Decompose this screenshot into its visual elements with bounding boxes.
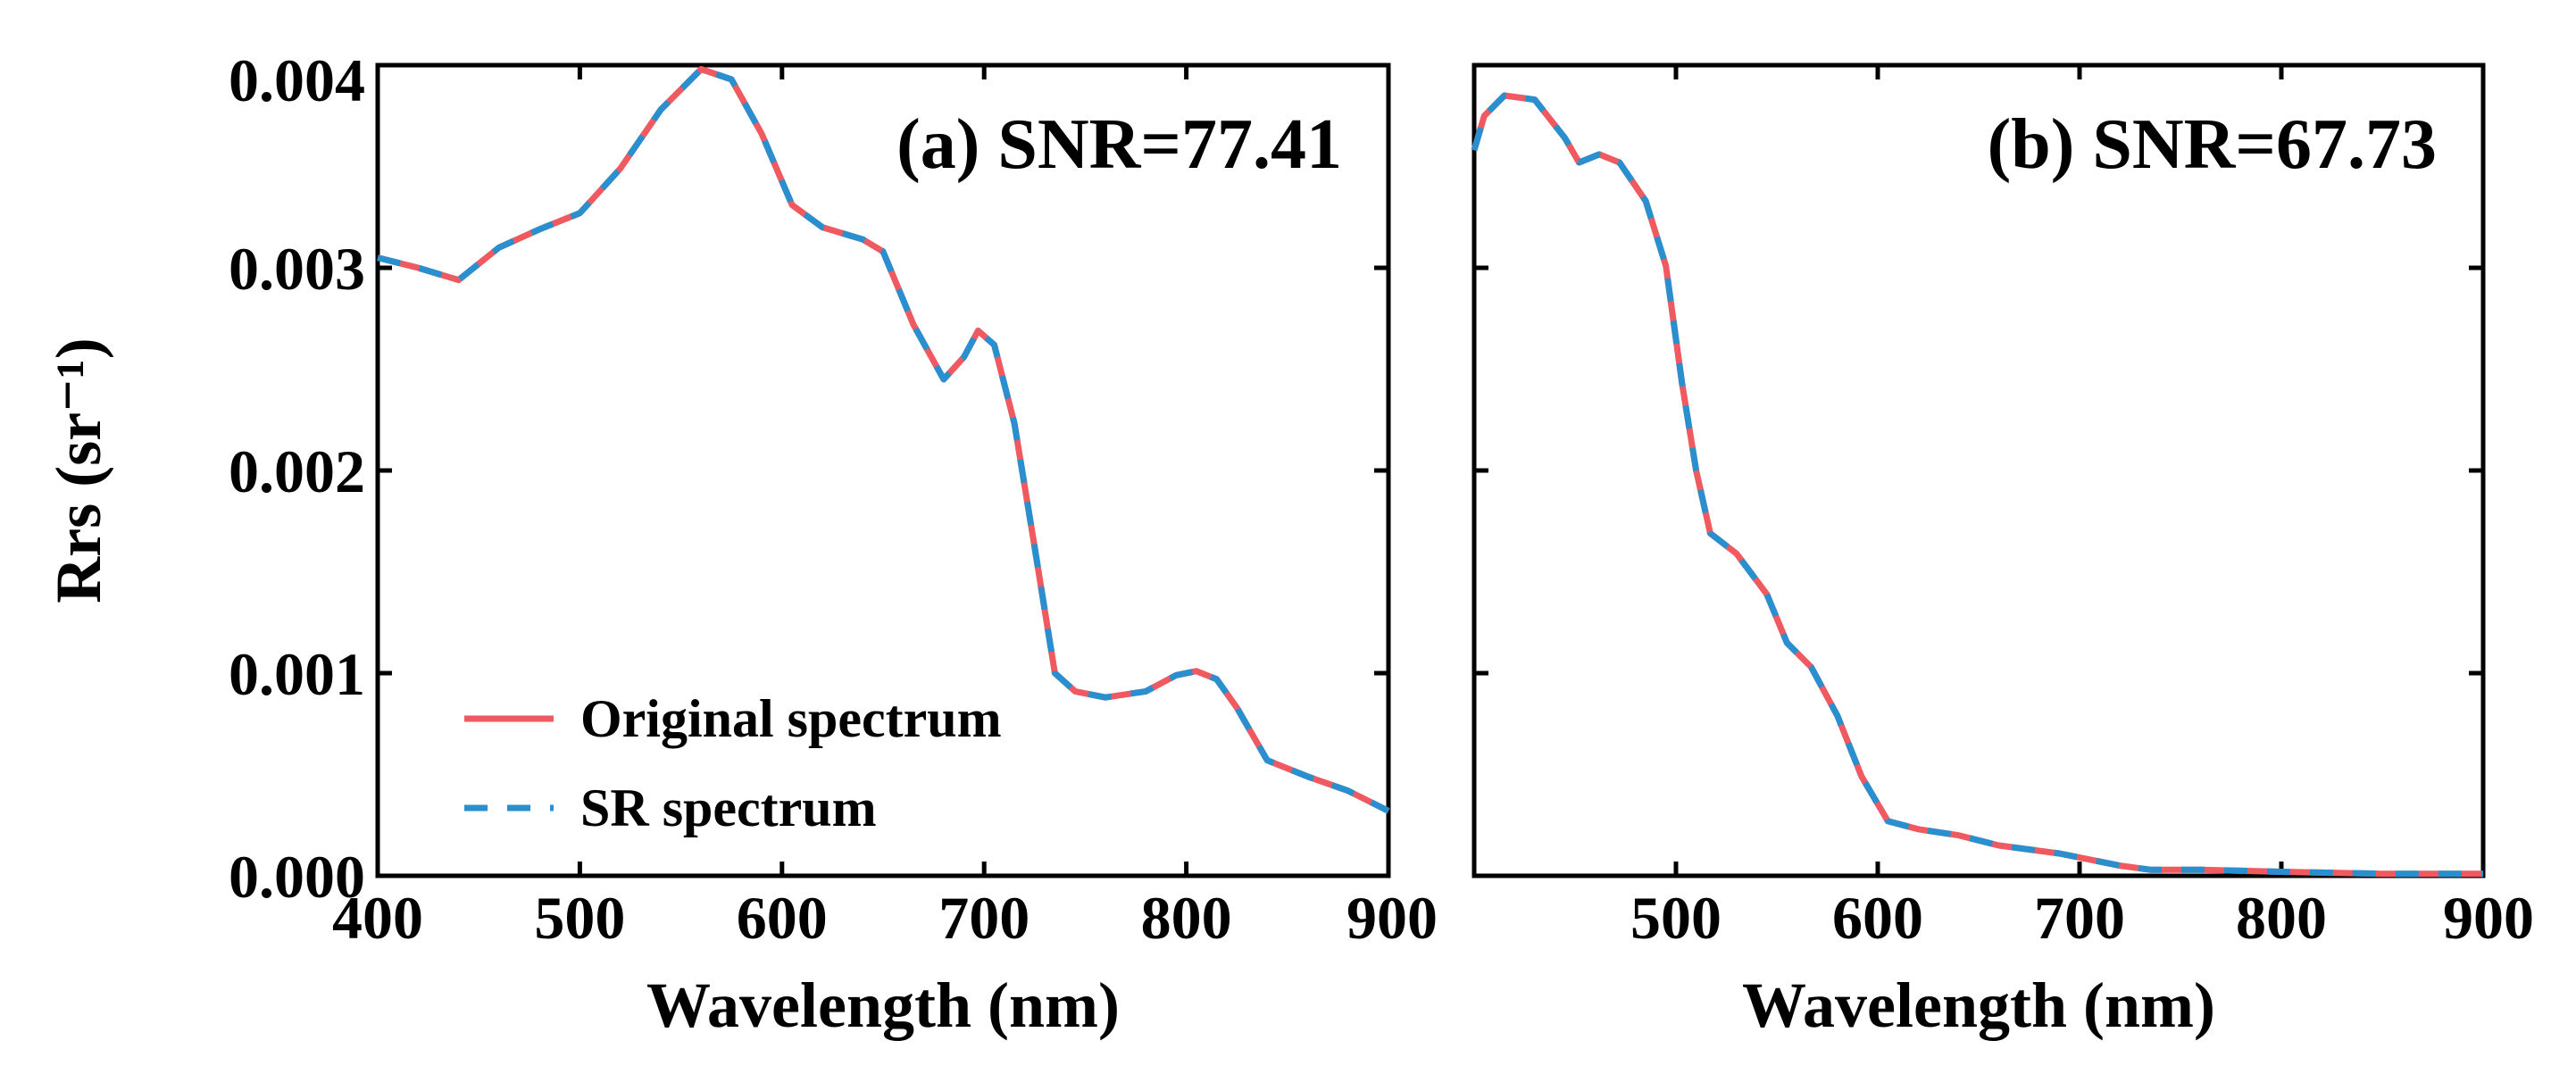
series-line-original: [377, 66, 1390, 814]
x-tick-label: 400: [332, 884, 423, 952]
x-tick-label: 900: [1346, 884, 1438, 952]
panel-b: 500 600 700 800 900 Wavelength (nm) (b) SNR=67…: [1471, 62, 2534, 1041]
y-tick-label: 0.004: [229, 46, 365, 114]
legend-label: SR spectrum: [580, 778, 877, 837]
panel-title: (b) SNR=67.73: [1988, 105, 2437, 184]
y-axis-label: Rrs (sr⁻¹): [43, 337, 114, 604]
panel-a: 0.000 0.001 0.002 0.003 0.004 400 500 600 700 800…: [43, 46, 1438, 1041]
x-tick-label: 500: [534, 884, 625, 952]
series-line-original: [1471, 92, 2483, 878]
x-tick-label: 800: [2236, 884, 2327, 952]
x-axis-label: Wavelength (nm): [646, 970, 1120, 1041]
y-tick-label: 0.003: [229, 235, 365, 303]
y-tick-label: 0.001: [229, 640, 365, 708]
x-tick-label: 700: [2034, 884, 2125, 952]
x-tick-label: 500: [1630, 884, 1722, 952]
x-tick-label: 800: [1141, 884, 1232, 952]
plot-frame: [1471, 62, 2486, 878]
y-tick-label: 0.002: [229, 437, 365, 505]
plot-frame: [375, 62, 1391, 878]
panel-title: (a) SNR=77.41: [896, 105, 1342, 184]
series-line-sr: [1471, 92, 2483, 878]
y-tick-label: 0.000: [229, 843, 365, 911]
x-axis-label: Wavelength (nm): [1742, 970, 2215, 1041]
x-tick-label: 600: [1832, 884, 1923, 952]
x-tick-label: 900: [2443, 884, 2534, 952]
x-tick-label: 700: [938, 884, 1030, 952]
x-tick-label: 600: [737, 884, 828, 952]
legend-label: Original spectrum: [580, 689, 1002, 748]
